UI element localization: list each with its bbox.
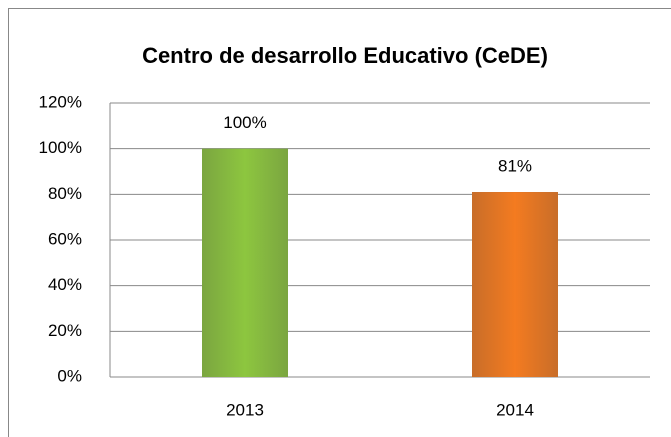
- y-tick-label: 20%: [48, 321, 82, 340]
- bar: [202, 148, 288, 377]
- value-label: 100%: [223, 113, 266, 132]
- chart-title: Centro de desarrollo Educativo (CeDE): [142, 43, 548, 68]
- y-tick-label: 120%: [39, 92, 82, 111]
- y-tick-label: 100%: [39, 138, 82, 157]
- x-tick-label: 2013: [226, 400, 264, 419]
- y-tick-label: 60%: [48, 229, 82, 248]
- y-tick-label: 80%: [48, 184, 82, 203]
- x-tick-label: 2014: [496, 400, 534, 419]
- y-tick-label: 0%: [57, 366, 82, 385]
- bar: [472, 192, 558, 377]
- y-tick-label: 40%: [48, 275, 82, 294]
- value-label: 81%: [498, 157, 532, 176]
- chart-border: [8, 8, 671, 437]
